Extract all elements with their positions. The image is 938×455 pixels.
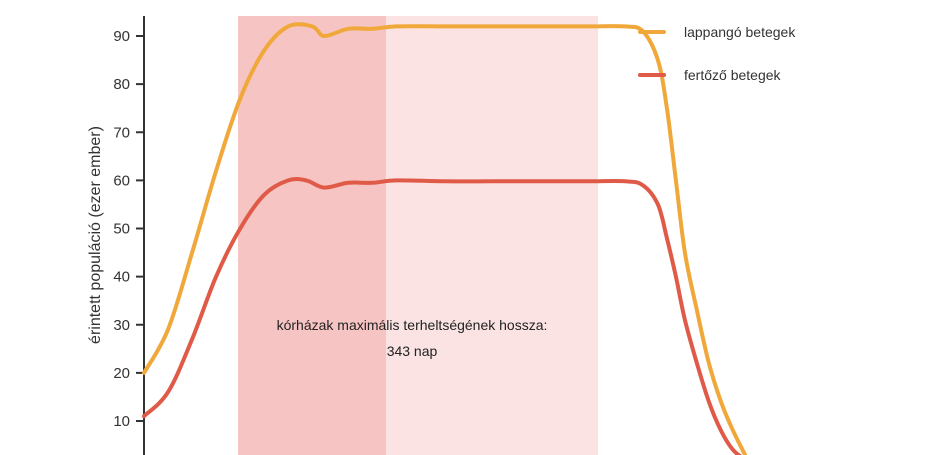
annotation-line-2: 343 nap	[387, 343, 438, 359]
y-axis-label: érintett populáció (ezer ember)	[87, 126, 104, 344]
legend-label-fertozo: fertőző betegek	[684, 67, 782, 83]
annotation-line-1: kórházak maximális terheltségének hossza…	[277, 317, 548, 333]
y-tick-label: 50	[113, 221, 130, 238]
y-tick-label: 80	[113, 76, 130, 93]
series-line-fertozo	[142, 177, 742, 455]
y-tick-label: 20	[113, 365, 130, 382]
legend-label-lappango: lappangó betegek	[684, 24, 796, 40]
y-tick-label: 30	[113, 317, 130, 334]
band-light	[386, 16, 598, 455]
y-tick-label: 10	[113, 413, 130, 430]
band-dark	[238, 16, 386, 455]
y-tick-label: 90	[113, 28, 130, 45]
y-ticks: 10 20 30 40 50 60 70 80 90	[113, 28, 144, 430]
legend: lappangó betegek fertőző betegek	[638, 24, 796, 83]
y-tick-label: 70	[113, 124, 130, 141]
series-line-lappango	[142, 22, 747, 455]
y-tick-label: 40	[113, 269, 130, 286]
y-tick-label: 60	[113, 172, 130, 189]
